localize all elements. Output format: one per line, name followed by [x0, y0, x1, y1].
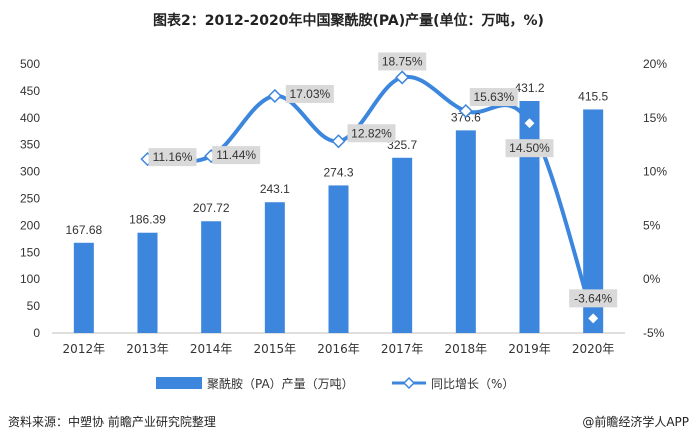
line-label-box — [505, 139, 554, 158]
bar-value-label: 167.68 — [65, 223, 102, 237]
legend-line-label: 同比增长（%） — [431, 377, 514, 391]
bar-value-label: 431.2 — [514, 81, 544, 95]
x-tick-label: 2020年 — [572, 342, 615, 356]
y-left-tick-label: 400 — [20, 111, 40, 125]
y-left-tick-label: 50 — [27, 299, 41, 313]
y-left-tick-label: 0 — [33, 326, 40, 340]
bar — [137, 232, 158, 333]
y-left-tick-label: 100 — [20, 272, 40, 286]
brand-credit: @前瞻经济学人APP — [582, 415, 689, 429]
y-right-tick-label: 0% — [643, 272, 661, 286]
legend-bar-label: 聚酰胺（PA）产量（万吨） — [207, 377, 354, 391]
y-right-tick-label: -5% — [643, 326, 665, 340]
line-value-label: 17.03% — [289, 87, 330, 101]
line-label-box — [469, 88, 518, 107]
line-label-box — [148, 148, 197, 167]
y-left-tick-label: 300 — [20, 165, 40, 179]
line-label-box — [569, 289, 618, 308]
line-label-box — [347, 124, 396, 143]
line-value-label: 11.16% — [153, 150, 193, 164]
y-left-tick-label: 500 — [20, 57, 40, 71]
chart-title: 图表2：2012-2020年中国聚酰胺(PA)产量(单位：万吨，%) — [153, 13, 544, 29]
source-note: 资料来源：中塑协 前瞻产业研究院整理 — [8, 415, 216, 429]
legend-bar-swatch — [156, 377, 202, 389]
line-point-marker — [586, 311, 601, 326]
line-value-label: 15.63% — [473, 90, 514, 104]
line-label-box — [285, 84, 334, 103]
x-tick-label: 2013年 — [126, 342, 169, 356]
legend-line-marker — [402, 376, 416, 390]
bar-value-label: 415.5 — [578, 89, 608, 103]
bar-value-label: 274.3 — [323, 165, 353, 179]
y-left-tick-label: 350 — [20, 138, 40, 152]
bar-value-label: 186.39 — [129, 213, 166, 227]
y-right-tick-label: 15% — [643, 111, 667, 125]
line-label-box — [212, 146, 261, 165]
bar-value-label: 207.72 — [193, 201, 230, 215]
bar — [519, 101, 540, 333]
bar — [73, 242, 94, 333]
x-tick-label: 2015年 — [254, 342, 297, 356]
y-left-tick-label: 450 — [20, 84, 40, 98]
y-right-tick-label: 10% — [643, 165, 667, 179]
line-point-marker — [395, 70, 410, 85]
bar — [201, 221, 222, 333]
line-point-marker — [331, 134, 346, 149]
line-value-label: 18.75% — [382, 54, 423, 68]
line-value-label: 11.44% — [216, 148, 256, 162]
y-right-tick-label: 20% — [643, 57, 667, 71]
growth-line — [147, 74, 596, 319]
x-tick-label: 2018年 — [445, 342, 488, 356]
line-value-label: -3.64% — [574, 291, 612, 305]
bar — [264, 202, 285, 333]
x-tick-label: 2019年 — [508, 342, 551, 356]
bar-value-label: 243.1 — [260, 182, 290, 196]
x-tick-label: 2017年 — [381, 342, 424, 356]
x-tick-label: 2016年 — [317, 342, 360, 356]
bar — [392, 157, 413, 333]
line-value-label: 12.82% — [351, 126, 392, 140]
line-label-box — [378, 52, 427, 71]
x-tick-label: 2012年 — [63, 342, 106, 356]
bar — [328, 185, 349, 333]
bar — [455, 130, 476, 333]
y-left-tick-label: 150 — [20, 245, 40, 259]
line-point-marker — [522, 116, 537, 131]
x-tick-label: 2014年 — [190, 342, 233, 356]
line-point-marker — [267, 88, 282, 104]
y-left-tick-label: 250 — [20, 192, 40, 206]
bar — [583, 109, 604, 333]
y-right-tick-label: 5% — [643, 218, 661, 232]
line-point-marker — [458, 103, 473, 119]
y-left-tick-label: 200 — [20, 218, 40, 232]
line-value-label: 14.50% — [509, 141, 550, 155]
